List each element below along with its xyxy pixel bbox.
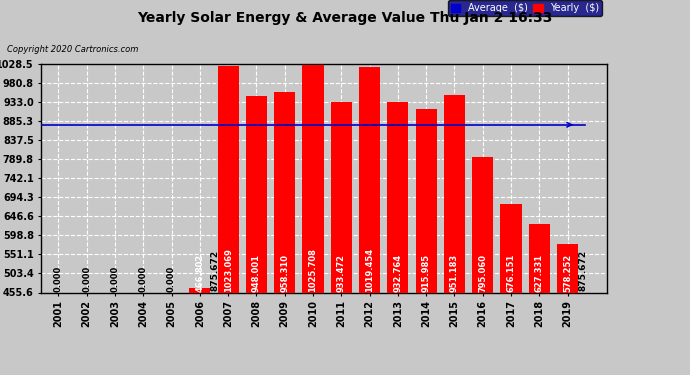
Text: 795.060: 795.060	[478, 254, 487, 292]
Text: 951.183: 951.183	[450, 254, 459, 292]
Text: 958.310: 958.310	[280, 254, 289, 292]
Bar	[359, 68, 380, 292]
Text: 933.472: 933.472	[337, 254, 346, 292]
Text: 1025.708: 1025.708	[308, 248, 317, 292]
Text: 948.001: 948.001	[252, 254, 261, 292]
Bar	[500, 204, 522, 292]
Text: 875.672: 875.672	[579, 249, 588, 291]
Legend: Average  ($), Yearly  ($): Average ($), Yearly ($)	[448, 0, 602, 16]
Text: 915.985: 915.985	[422, 254, 431, 292]
Bar	[217, 66, 239, 292]
Text: 0.000: 0.000	[167, 266, 176, 292]
Text: 0.000: 0.000	[139, 266, 148, 292]
Text: 676.151: 676.151	[506, 254, 515, 292]
Bar	[529, 224, 550, 292]
Bar	[415, 109, 437, 292]
Text: 627.331: 627.331	[535, 254, 544, 292]
Text: 466.802: 466.802	[195, 254, 204, 292]
Text: 578.252: 578.252	[563, 254, 572, 292]
Text: 0.000: 0.000	[82, 266, 91, 292]
Text: 0.000: 0.000	[110, 266, 119, 292]
Text: 1023.069: 1023.069	[224, 248, 233, 292]
Text: Yearly Solar Energy & Average Value Thu Jan 2 16:33: Yearly Solar Energy & Average Value Thu …	[137, 11, 553, 25]
Text: 1019.454: 1019.454	[365, 248, 374, 292]
Bar	[557, 243, 578, 292]
Text: 875.672: 875.672	[210, 249, 219, 291]
Text: Copyright 2020 Cartronics.com: Copyright 2020 Cartronics.com	[7, 45, 138, 54]
Bar	[331, 102, 352, 292]
Bar	[444, 94, 465, 292]
Bar	[274, 92, 295, 292]
Bar	[302, 65, 324, 292]
Bar	[387, 102, 408, 292]
Bar	[246, 96, 267, 292]
Bar	[189, 288, 210, 292]
Bar	[472, 157, 493, 292]
Text: 932.764: 932.764	[393, 254, 402, 292]
Text: 0.000: 0.000	[54, 266, 63, 292]
